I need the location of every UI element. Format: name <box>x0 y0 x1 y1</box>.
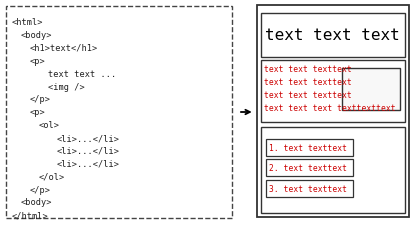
Bar <box>260 127 404 213</box>
Text: <h1>text</h1>: <h1>text</h1> <box>29 44 97 53</box>
Text: text text texttext: text text texttext <box>263 65 351 74</box>
Text: text text texttext: text text texttext <box>263 90 351 99</box>
Text: </p>: </p> <box>29 185 50 194</box>
Text: <img />: <img /> <box>47 82 84 91</box>
Text: 2. text texttext: 2. text texttext <box>268 164 346 173</box>
Text: <body>: <body> <box>20 31 52 40</box>
Text: text text texttext: text text texttext <box>263 78 351 86</box>
Text: <html>: <html> <box>11 18 43 27</box>
Bar <box>256 6 408 217</box>
Text: 1. text texttext: 1. text texttext <box>268 144 346 152</box>
Text: <li>...</li>: <li>...</li> <box>57 159 119 168</box>
Bar <box>266 180 352 197</box>
Bar <box>266 160 352 177</box>
Bar <box>266 140 352 156</box>
Bar <box>341 69 399 110</box>
Bar <box>260 14 404 57</box>
Text: text text text: text text text <box>264 28 399 43</box>
Bar <box>260 61 404 123</box>
Text: <li>...</li>: <li>...</li> <box>57 133 119 142</box>
Text: </html>: </html> <box>11 210 48 219</box>
Text: <p>: <p> <box>29 56 45 65</box>
Bar <box>6 7 231 218</box>
Text: 3. text texttext: 3. text texttext <box>268 184 346 193</box>
Text: </p>: </p> <box>29 95 50 104</box>
Text: text text text texttexttext: text text text texttexttext <box>263 103 395 112</box>
Text: text text ...: text text ... <box>47 69 116 78</box>
Text: </ol>: </ol> <box>38 172 64 181</box>
Text: <li>...</li>: <li>...</li> <box>57 146 119 155</box>
Text: <p>: <p> <box>29 108 45 117</box>
Text: <ol>: <ol> <box>38 121 59 130</box>
Text: <body>: <body> <box>20 198 52 207</box>
